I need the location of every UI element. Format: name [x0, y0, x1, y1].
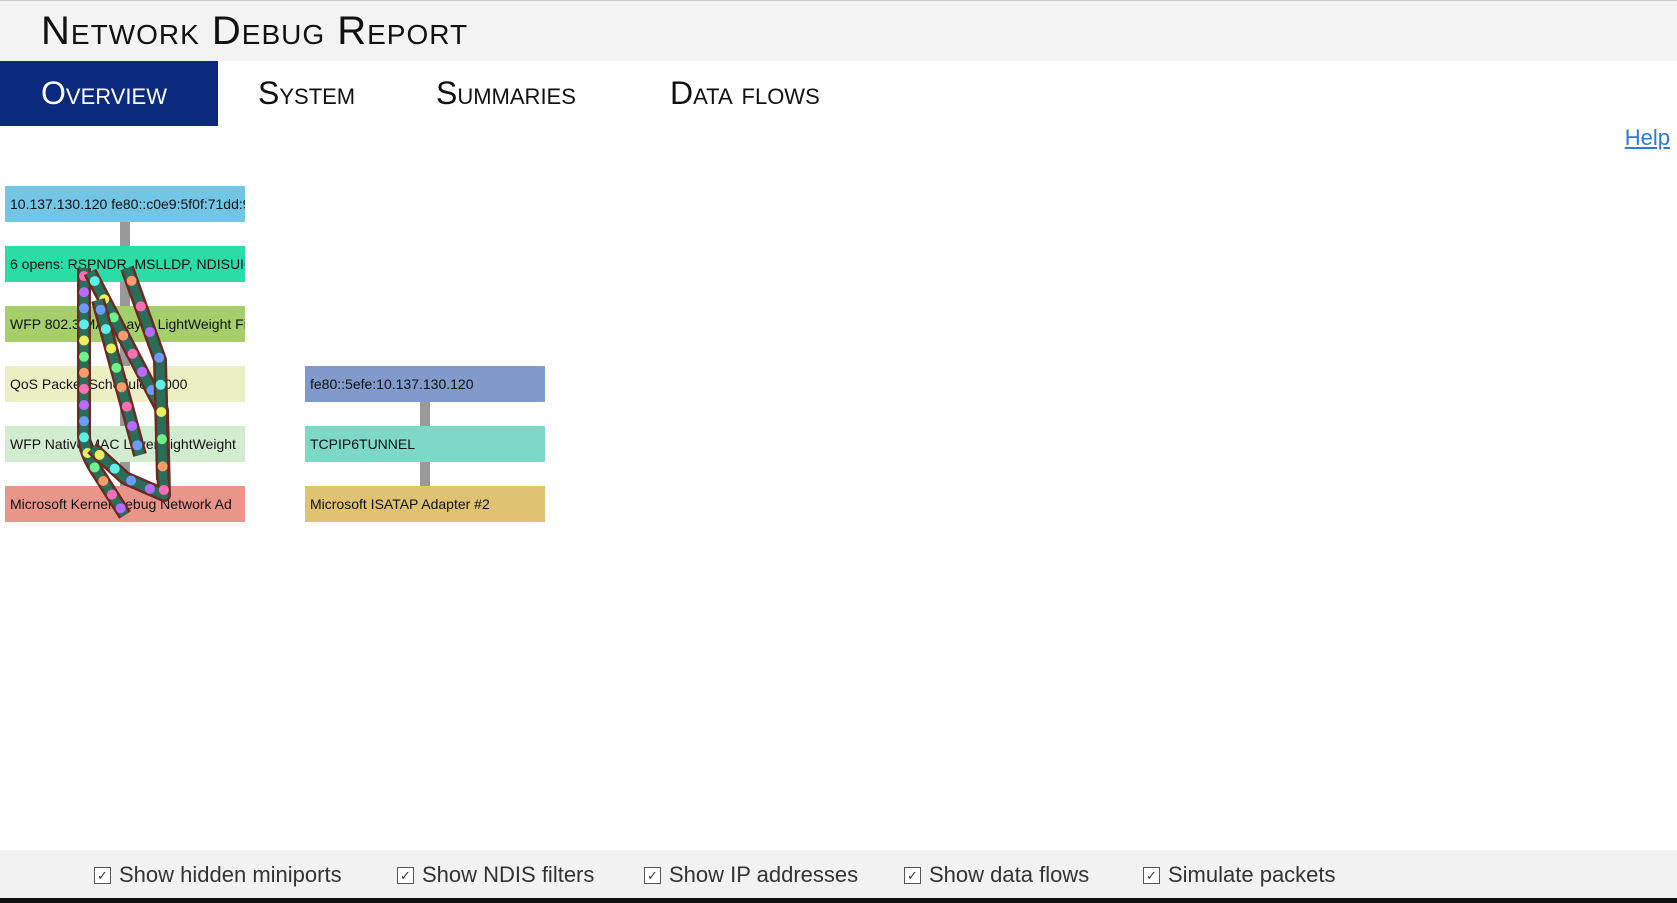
node-tcpip6tunnel[interactable]: TCPIP6TUNNEL — [305, 426, 545, 462]
node-wfp-8023-filter[interactable]: WFP 802.3 MAC Layer LightWeight Fi — [5, 306, 245, 342]
packet-dot — [109, 463, 120, 474]
node-protocol-opens[interactable]: 6 opens: RSPNDR, MSLLDP, NDISUIO — [5, 246, 245, 282]
connector — [120, 221, 130, 246]
option-label: Show hidden miniports — [119, 862, 342, 887]
connector — [420, 401, 430, 426]
node-isatap-adapter[interactable]: Microsoft ISATAP Adapter #2 — [305, 486, 545, 522]
checkbox-icon[interactable]: ✓ — [644, 866, 661, 884]
tab-bar: Overview System Summaries Data flows Hel… — [0, 61, 1677, 150]
page-title: Network Debug Report — [41, 9, 469, 53]
option-show-ip-addresses[interactable]: ✓ Show IP addresses — [644, 862, 858, 888]
option-label: Show IP addresses — [669, 862, 859, 887]
option-label: Show NDIS filters — [422, 862, 595, 887]
title-bar: Network Debug Report — [0, 0, 1677, 61]
packet-dot — [156, 406, 167, 417]
node-kernel-debug-adapter[interactable]: Microsoft Kernel Debug Network Ad — [5, 486, 245, 522]
packet-dot — [89, 462, 100, 473]
node-ipv6-address[interactable]: fe80::5efe:10.137.130.120 — [305, 366, 545, 402]
checkbox-icon[interactable]: ✓ — [397, 866, 414, 884]
packet-dot — [79, 416, 89, 427]
checkbox-icon[interactable]: ✓ — [1143, 866, 1160, 884]
checkbox-icon[interactable]: ✓ — [94, 866, 111, 884]
node-ip-addresses[interactable]: 10.137.130.120 fe80::c0e9:5f0f:71dd:9 — [5, 186, 245, 222]
packet-dot — [79, 351, 89, 362]
option-show-data-flows[interactable]: ✓ Show data flows — [904, 862, 1089, 888]
option-show-hidden-miniports[interactable]: ✓ Show hidden miniports — [94, 862, 342, 888]
packet-dot — [154, 352, 165, 363]
bottom-strip — [0, 898, 1677, 903]
tab-summaries[interactable]: Summaries — [436, 75, 576, 111]
option-label: Show data flows — [929, 862, 1090, 887]
packet-dot — [157, 461, 168, 472]
packet-dot — [98, 476, 109, 487]
help-link[interactable]: Help — [1624, 125, 1670, 150]
node-qos-scheduler[interactable]: QoS Packet Scheduler-0000 — [5, 366, 245, 402]
packet-dot — [79, 287, 90, 298]
packet-dot — [99, 294, 110, 305]
packet-dot — [158, 464, 169, 475]
option-simulate-packets[interactable]: ✓ Simulate packets — [1143, 862, 1336, 888]
tab-overview[interactable]: Overview — [0, 61, 218, 126]
checkbox-icon[interactable]: ✓ — [904, 866, 921, 884]
tab-system[interactable]: System — [258, 75, 356, 111]
node-wfp-native-filter[interactable]: WFP Native MAC Layer LightWeight — [5, 426, 245, 462]
packet-dot — [156, 403, 167, 414]
option-show-ndis-filters[interactable]: ✓ Show NDIS filters — [397, 862, 594, 888]
tab-data-flows[interactable]: Data flows — [670, 75, 820, 111]
packet-dot — [106, 343, 117, 354]
option-label: Simulate packets — [1168, 862, 1336, 887]
connector — [420, 461, 430, 486]
options-bar: ✓ Show hidden miniports ✓ Show NDIS filter… — [0, 850, 1677, 898]
